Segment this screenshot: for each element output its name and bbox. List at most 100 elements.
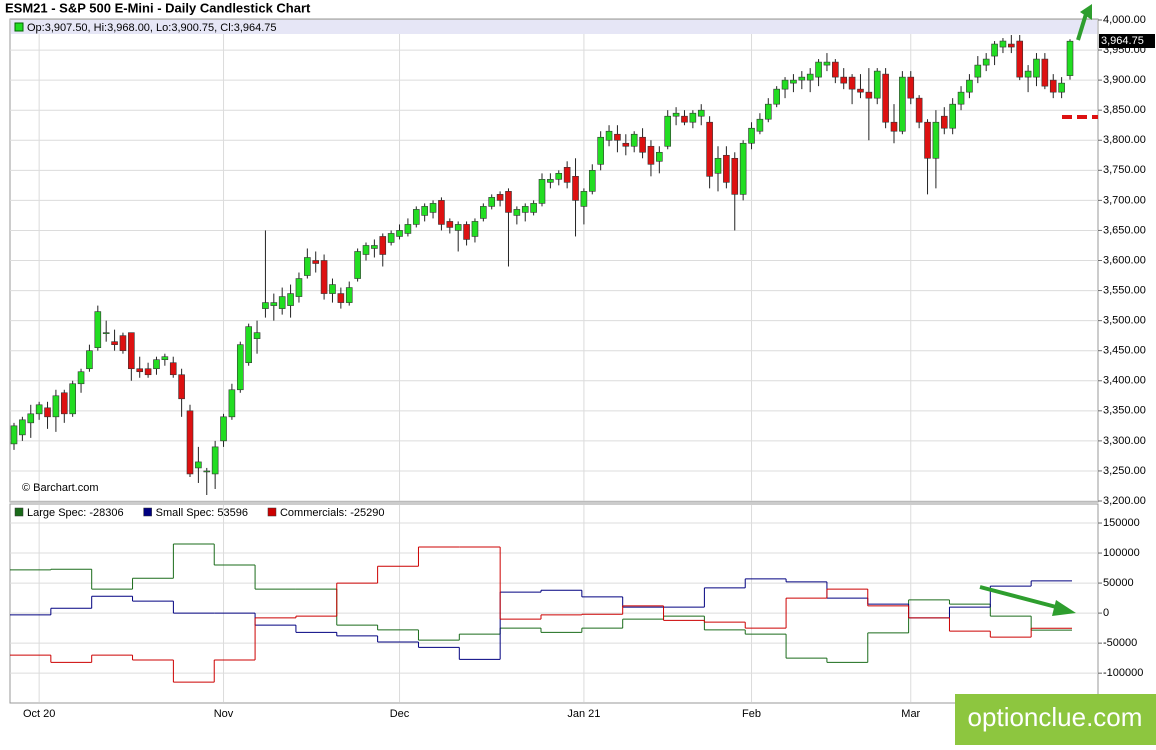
candle-body [806, 73, 814, 81]
candle-body [1041, 58, 1049, 87]
candle-body [463, 224, 470, 240]
candle-body [865, 91, 873, 99]
candle-body [195, 461, 202, 469]
candle-body [278, 296, 286, 309]
candle-body [329, 284, 336, 294]
y-tick-label: 3,250.00 [1103, 465, 1146, 477]
x-tick-label: Oct 20 [23, 708, 55, 720]
candle-body [756, 118, 764, 132]
y-tick-label: 3,200.00 [1103, 495, 1146, 507]
candle-body [614, 133, 621, 141]
candle-body [446, 221, 454, 228]
candle-body [220, 416, 227, 442]
candle-body [128, 332, 135, 370]
candle-body [488, 197, 496, 207]
candle-body [697, 109, 705, 117]
candle-body [496, 194, 504, 201]
candle-body [312, 260, 320, 264]
candle-body [832, 61, 839, 78]
candle-body [639, 136, 646, 153]
candle-body [387, 233, 395, 243]
candle-body [538, 179, 546, 204]
y-tick-label: 100000 [1103, 547, 1140, 559]
candle-body [505, 191, 512, 213]
candle-body [873, 70, 881, 99]
y-tick-label: 3,600.00 [1103, 254, 1146, 266]
x-tick-label: Jan 21 [567, 708, 600, 720]
candle-body [605, 130, 613, 141]
down-arrow-head [1052, 600, 1076, 616]
candle-body [169, 362, 177, 376]
candle-body [438, 200, 445, 225]
candle-body [672, 112, 680, 117]
y-tick-label: 3,300.00 [1103, 435, 1146, 447]
candle-body [513, 209, 521, 216]
candle-body [236, 344, 244, 391]
candle-body [940, 115, 948, 129]
cot-panel [9, 503, 1099, 704]
credit: © Barchart.com [22, 482, 99, 494]
y-tick-label: 3,700.00 [1103, 194, 1146, 206]
candle-body [982, 58, 990, 66]
candle-body [454, 224, 462, 231]
candle-body [337, 293, 345, 303]
y-tick-label: 3,350.00 [1103, 405, 1146, 417]
candle-body [295, 278, 303, 297]
y-tick-label: 3,850.00 [1103, 104, 1146, 116]
candle-body [320, 260, 328, 294]
y-tick-label: -50000 [1103, 637, 1137, 649]
candle-body [304, 257, 311, 276]
candle-body [588, 170, 596, 192]
ohlc-legend: Op:3,907.50, Hi:3,968.00, Lo:3,900.75, C… [27, 22, 277, 34]
candle-body [723, 154, 730, 183]
candle-body [10, 425, 18, 445]
watermark-box [955, 694, 1156, 745]
candle-body [161, 356, 169, 361]
candle-body [932, 121, 940, 159]
legend-label: Large Spec: -28306 [27, 507, 124, 519]
y-tick-label: 3,500.00 [1103, 315, 1146, 327]
candle-body [572, 176, 579, 201]
watermark: optionclue.com [968, 702, 1143, 732]
candle-body [211, 446, 219, 475]
x-tick-label: Nov [214, 708, 234, 720]
candle-body [748, 127, 755, 144]
candle-body [354, 251, 361, 279]
candle-body [69, 383, 76, 415]
candle-body [547, 179, 554, 183]
candle-body [345, 287, 353, 303]
candle-body [186, 410, 194, 475]
y-tick-label: -100000 [1103, 667, 1143, 679]
candle-body [521, 206, 529, 213]
last-price-label: 3,964.75 [1101, 35, 1144, 47]
candle-body [1058, 82, 1065, 93]
legend-swatch [14, 22, 24, 32]
candle-body [706, 121, 713, 177]
candle-body [111, 341, 118, 345]
candle-body [530, 203, 537, 213]
candle-body [421, 206, 428, 216]
candle-body [664, 115, 672, 147]
candle-body [362, 245, 370, 255]
candle-body [714, 157, 722, 174]
candle-body [1016, 40, 1024, 78]
legend-swatch [14, 507, 24, 517]
up-arrow [1076, 13, 1088, 41]
candle-body [1066, 40, 1074, 76]
y-tick-label: 4,000.00 [1103, 14, 1146, 26]
down-arrow [979, 585, 1061, 610]
candle-body [245, 326, 252, 364]
candle-body [379, 236, 387, 255]
candle-body [689, 112, 697, 123]
candle-body [1033, 58, 1040, 78]
candle-body [597, 136, 604, 165]
candle-body [798, 76, 806, 81]
candle-body [178, 374, 185, 400]
candle-body [815, 61, 822, 78]
candle-body [563, 167, 571, 183]
candle-body [471, 221, 479, 237]
candle-body [555, 173, 563, 180]
candle-body [924, 121, 931, 159]
candle-body [991, 43, 998, 57]
